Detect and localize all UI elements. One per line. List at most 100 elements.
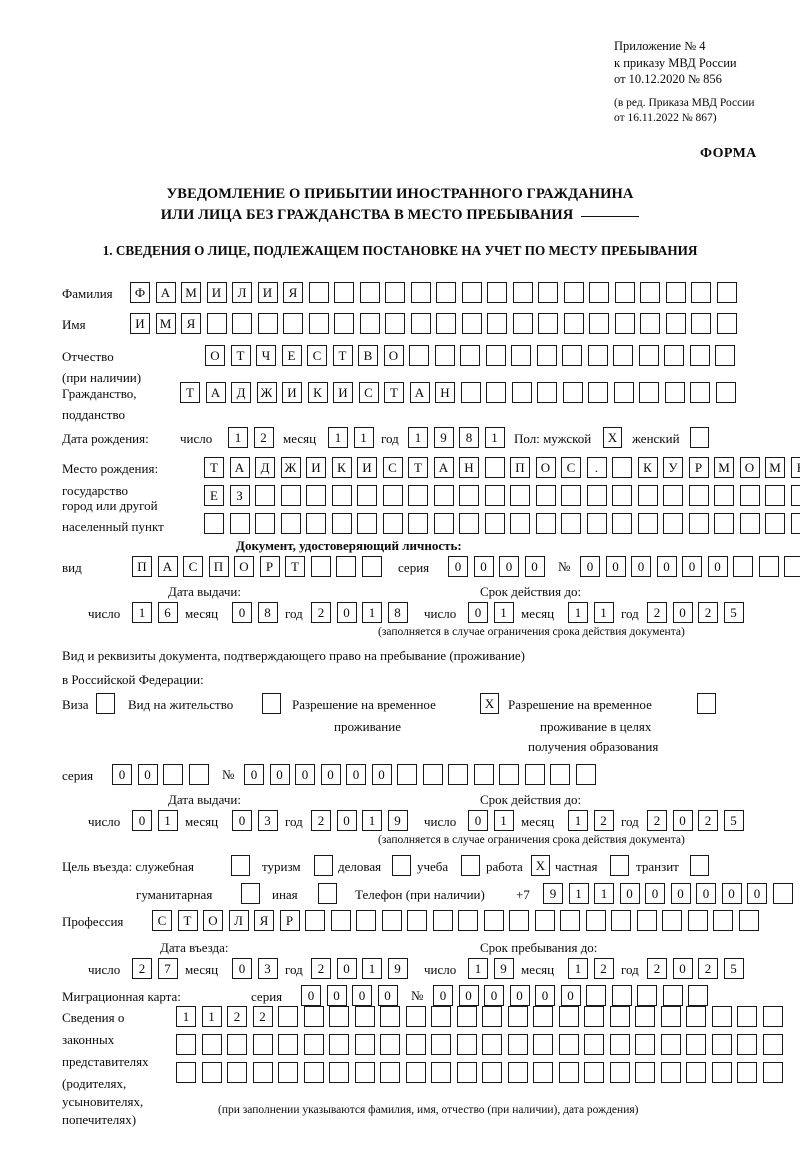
char-cell[interactable]: С <box>561 457 581 478</box>
char-cell[interactable] <box>227 1034 247 1055</box>
char-cell[interactable] <box>737 1034 757 1055</box>
char-cell[interactable] <box>227 1062 247 1083</box>
char-cell[interactable] <box>252 1062 273 1083</box>
char-cell[interactable]: 0 <box>473 556 494 577</box>
char-cell[interactable] <box>575 764 596 785</box>
char-cell[interactable]: О <box>234 556 254 577</box>
char-cell[interactable] <box>255 485 275 506</box>
char-cell[interactable]: 0 <box>468 602 488 623</box>
char-cell[interactable]: 0 <box>696 883 716 904</box>
char-cell[interactable] <box>511 382 532 403</box>
char-cell[interactable] <box>306 485 326 506</box>
char-cell[interactable]: М <box>714 457 734 478</box>
char-cell[interactable] <box>640 282 660 303</box>
char-cell[interactable]: 0 <box>560 985 581 1006</box>
char-cell[interactable]: Е <box>204 485 224 506</box>
char-cell[interactable]: 0 <box>352 985 372 1006</box>
char-cell[interactable] <box>534 910 555 931</box>
temp-residence-edu-checkbox[interactable] <box>697 693 716 714</box>
char-cell[interactable]: 0 <box>619 883 640 904</box>
char-cell[interactable]: 0 <box>509 985 530 1006</box>
char-cell[interactable] <box>334 313 354 334</box>
sex-female-checkbox[interactable] <box>690 427 709 448</box>
char-cell[interactable]: 0 <box>645 883 665 904</box>
char-cell[interactable] <box>201 1062 222 1083</box>
purpose-tourism-checkbox[interactable] <box>314 855 333 876</box>
char-cell[interactable]: 8 <box>459 427 479 448</box>
char-cell[interactable] <box>665 313 686 334</box>
char-cell[interactable] <box>535 485 556 506</box>
char-cell[interactable] <box>507 1062 528 1083</box>
char-cell[interactable] <box>283 313 303 334</box>
char-cell[interactable] <box>665 282 686 303</box>
char-cell[interactable]: И <box>357 457 377 478</box>
char-cell[interactable] <box>204 513 224 534</box>
char-cell[interactable] <box>255 513 275 534</box>
char-cell[interactable] <box>382 513 403 534</box>
char-cell[interactable]: Р <box>688 457 709 478</box>
char-cell[interactable]: А <box>229 457 250 478</box>
char-cell[interactable]: 0 <box>377 985 398 1006</box>
char-cell[interactable] <box>772 883 793 904</box>
char-cell[interactable] <box>461 313 482 334</box>
char-cell[interactable]: П <box>510 457 530 478</box>
char-cell[interactable]: Т <box>285 556 305 577</box>
char-cell[interactable] <box>434 345 455 366</box>
char-cell[interactable] <box>484 513 505 534</box>
residence-permit-checkbox[interactable] <box>262 693 281 714</box>
char-cell[interactable]: О <box>383 345 404 366</box>
char-cell[interactable] <box>361 556 382 577</box>
char-cell[interactable] <box>303 1034 324 1055</box>
char-cell[interactable]: 2 <box>311 602 331 623</box>
char-cell[interactable]: 0 <box>670 883 691 904</box>
char-cell[interactable]: И <box>257 282 278 303</box>
char-cell[interactable]: Т <box>230 345 251 366</box>
purpose-other-checkbox[interactable] <box>318 883 337 904</box>
char-cell[interactable] <box>431 1062 451 1083</box>
char-cell[interactable] <box>432 910 453 931</box>
legal-rep-input-line-2[interactable] <box>176 1034 783 1055</box>
char-cell[interactable] <box>409 345 429 366</box>
char-cell[interactable]: П <box>132 556 152 577</box>
char-cell[interactable] <box>201 1034 222 1055</box>
char-cell[interactable]: 2 <box>698 602 718 623</box>
char-cell[interactable]: 0 <box>605 556 626 577</box>
char-cell[interactable] <box>562 345 582 366</box>
char-cell[interactable] <box>738 910 759 931</box>
char-cell[interactable] <box>359 313 380 334</box>
char-cell[interactable] <box>176 1062 196 1083</box>
char-cell[interactable] <box>431 1034 451 1055</box>
char-cell[interactable] <box>484 457 505 478</box>
char-cell[interactable]: 0 <box>326 985 347 1006</box>
char-cell[interactable]: 1 <box>157 810 178 831</box>
char-cell[interactable]: 0 <box>672 602 693 623</box>
temp-residence-checkbox[interactable]: X <box>480 693 499 714</box>
char-cell[interactable] <box>458 910 478 931</box>
char-cell[interactable]: 2 <box>311 810 331 831</box>
char-cell[interactable] <box>635 1034 655 1055</box>
char-cell[interactable]: Н <box>435 382 455 403</box>
char-cell[interactable]: И <box>130 313 150 334</box>
char-cell[interactable] <box>584 1062 604 1083</box>
char-cell[interactable]: 0 <box>707 556 728 577</box>
char-cell[interactable] <box>334 282 354 303</box>
char-cell[interactable] <box>664 345 684 366</box>
char-cell[interactable] <box>278 1006 298 1027</box>
char-cell[interactable]: С <box>183 556 203 577</box>
char-cell[interactable] <box>609 1062 630 1083</box>
char-cell[interactable]: А <box>155 282 176 303</box>
char-cell[interactable] <box>739 513 760 534</box>
char-cell[interactable] <box>229 513 250 534</box>
char-cell[interactable] <box>635 1062 655 1083</box>
char-cell[interactable] <box>410 282 431 303</box>
